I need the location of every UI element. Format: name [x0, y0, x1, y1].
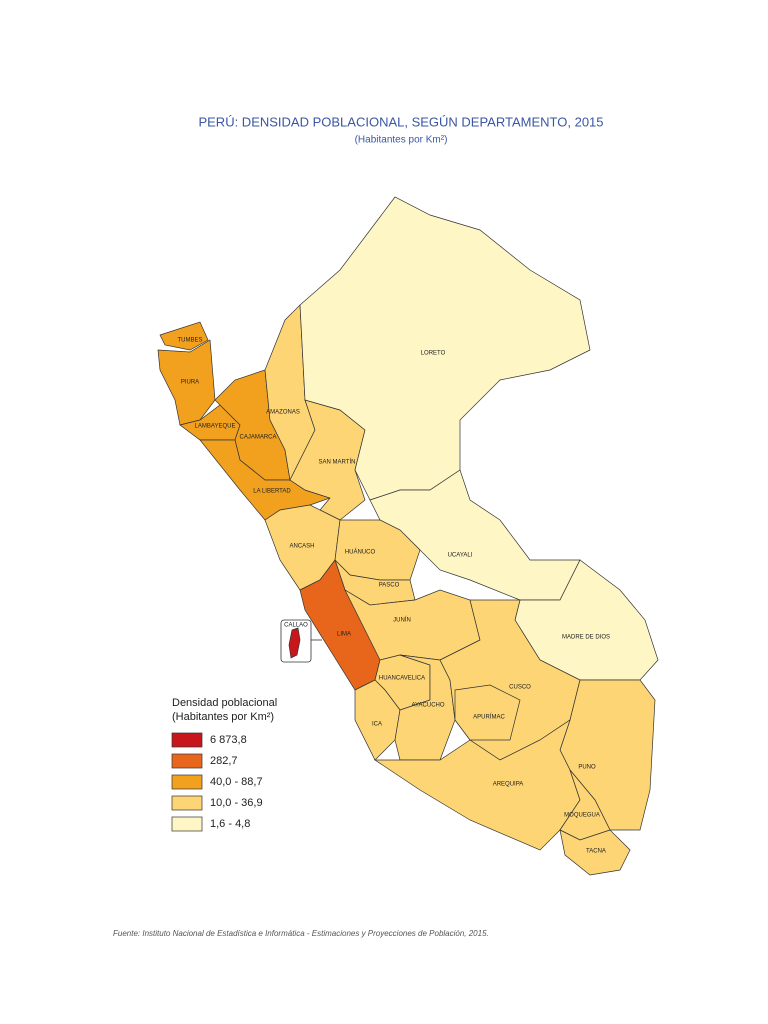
- subtitle: (Habitantes por Km²): [355, 135, 448, 146]
- region: [454, 684, 521, 741]
- region: [288, 627, 301, 659]
- legend: 6 873,8 282,7 40,0 - 88,7 10,0 - 36,9 1,6 - …: [171, 732, 263, 832]
- region-label: PIURA: [181, 380, 199, 386]
- region-label: ICA: [372, 722, 382, 728]
- region-label: AREQUIPA: [493, 782, 524, 788]
- legend-label: 10,0 - 36,9: [210, 797, 263, 809]
- legend-swatch: [171, 753, 203, 769]
- region-label: JUNÍN: [393, 617, 411, 624]
- region-label: PASCO: [379, 583, 400, 589]
- region-label: MOQUEGUA: [564, 813, 600, 819]
- region-label: MADRE DE DIOS: [562, 635, 610, 641]
- legend-subtitle: (Habitantes por Km²): [172, 711, 274, 723]
- region-label: PUNO: [578, 765, 596, 771]
- legend-swatch: [171, 816, 203, 832]
- legend-swatch: [171, 774, 203, 790]
- region: [559, 829, 631, 876]
- region-label: CAJAMARCA: [239, 435, 276, 441]
- legend-label: 40,0 - 88,7: [210, 776, 263, 788]
- region-label: TACNA: [586, 849, 606, 855]
- region-label: HUANCAVELICA: [379, 676, 425, 682]
- region-label: LAMBAYEQUE: [195, 424, 236, 430]
- legend-swatch: [171, 795, 203, 811]
- region-label: SAN MARTÍN: [319, 459, 356, 466]
- region-label: LIMA: [337, 632, 351, 638]
- region: [373, 719, 581, 851]
- region-label: LA LIBERTAD: [253, 489, 291, 495]
- legend-title: Densidad poblacional: [172, 697, 277, 709]
- region-label: ANCASH: [289, 544, 314, 550]
- region: [299, 196, 591, 501]
- legend-swatch: [171, 732, 203, 748]
- regions: [157, 196, 659, 876]
- region-label: CUSCO: [509, 685, 531, 691]
- region-label: CALLAO: [284, 623, 308, 629]
- legend-label: 1,6 - 4,8: [210, 818, 250, 830]
- region: [159, 321, 209, 351]
- region-label: APURÍMAC: [473, 714, 505, 721]
- region-label: UCAYALI: [448, 553, 473, 559]
- region-label: AMAZONAS: [266, 410, 300, 416]
- region-label: HUÁNUCO: [345, 549, 376, 556]
- region-label: AYACUCHO: [411, 703, 444, 709]
- region-label: TUMBES: [177, 338, 202, 344]
- source: Fuente: Instituto Nacional de Estadístic…: [113, 929, 489, 938]
- legend-label: 282,7: [210, 755, 238, 767]
- region-label: LORETO: [421, 351, 446, 357]
- title: PERÚ: DENSIDAD POBLACIONAL, SEGÚN DEPART…: [198, 114, 603, 129]
- callao-inset: [280, 619, 322, 663]
- legend-label: 6 873,8: [210, 734, 247, 746]
